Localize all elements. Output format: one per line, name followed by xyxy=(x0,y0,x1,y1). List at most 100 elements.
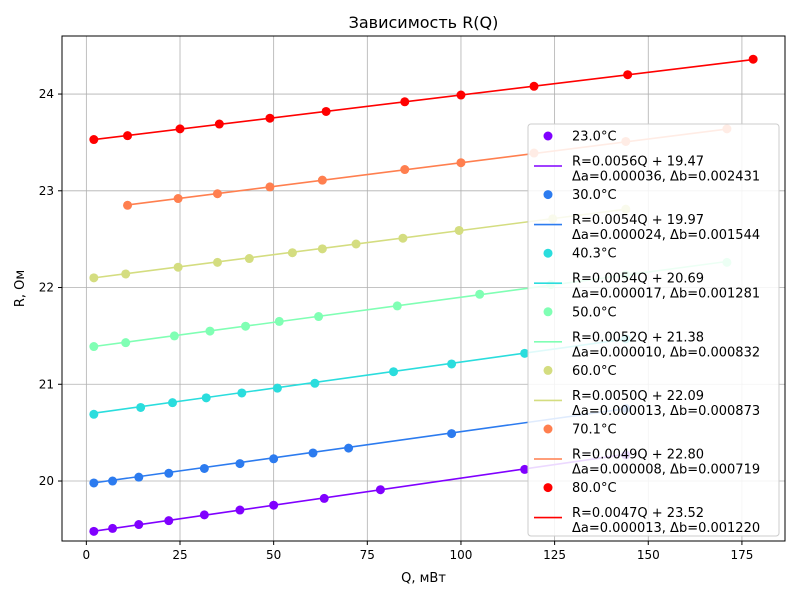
data-point xyxy=(454,225,464,235)
x-tick-label: 125 xyxy=(543,548,566,562)
data-point xyxy=(310,378,320,388)
x-axis-label: Q, мВт xyxy=(401,571,446,586)
data-point xyxy=(265,182,275,192)
plot-frame xyxy=(61,35,786,542)
data-point xyxy=(265,113,275,123)
legend-fit-errors: Δa=0.000017, Δb=0.001281 xyxy=(572,287,760,302)
legend-marker xyxy=(543,365,553,375)
data-point xyxy=(199,510,209,520)
data-point xyxy=(89,342,99,352)
x-tick-label: 100 xyxy=(450,548,473,562)
data-point xyxy=(136,402,146,412)
x-tick-label: 175 xyxy=(730,548,753,562)
data-point xyxy=(269,454,279,464)
data-point xyxy=(123,200,133,210)
legend-series-name: 23.0°C xyxy=(572,130,617,145)
y-tick-label: 23 xyxy=(39,184,54,198)
data-point xyxy=(134,520,144,530)
legend-fit-equation: R=0.0047Q + 23.52 xyxy=(572,506,704,521)
data-point xyxy=(89,409,99,419)
data-point xyxy=(164,468,174,478)
y-axis-ticks: 20 21 22 23 24 xyxy=(39,87,62,488)
data-point xyxy=(164,516,174,526)
data-point xyxy=(274,316,284,326)
data-point xyxy=(456,90,466,100)
data-point xyxy=(317,244,327,254)
data-point xyxy=(287,248,297,258)
data-point xyxy=(212,189,222,199)
legend-marker xyxy=(543,131,553,141)
data-point xyxy=(121,338,131,348)
legend-fit-errors: Δa=0.000013, Δb=0.001220 xyxy=(572,521,760,536)
data-point xyxy=(351,239,361,249)
data-point xyxy=(520,464,530,474)
data-point xyxy=(400,165,410,175)
data-point xyxy=(400,97,410,107)
legend-fit-equation: R=0.0052Q + 21.38 xyxy=(572,330,704,345)
legend-fit-errors: Δa=0.000008, Δb=0.000719 xyxy=(572,463,760,478)
data-point xyxy=(308,448,318,458)
x-tick-label: 0 xyxy=(83,548,91,562)
data-point xyxy=(108,476,118,486)
data-point xyxy=(168,398,178,408)
data-point xyxy=(201,393,211,403)
y-tick-label: 20 xyxy=(39,474,54,488)
y-tick-label: 21 xyxy=(39,377,54,391)
y-axis-label: R, Ом xyxy=(13,270,28,307)
data-point xyxy=(108,523,118,533)
data-point xyxy=(89,526,99,536)
data-point xyxy=(169,331,179,341)
data-point xyxy=(134,472,144,482)
y-tick-label: 24 xyxy=(39,87,54,101)
legend-fit-errors: Δa=0.000036, Δb=0.002431 xyxy=(572,170,760,185)
y-tick-label: 22 xyxy=(39,281,54,295)
data-point xyxy=(389,367,399,377)
data-point xyxy=(173,262,183,272)
data-point xyxy=(447,429,457,439)
data-point xyxy=(321,106,331,116)
chart-title: Зависимость R(Q) xyxy=(349,13,499,32)
x-tick-label: 25 xyxy=(172,548,187,562)
data-point xyxy=(244,254,254,264)
x-axis-ticks: 0 25 50 75 100 125 150 175 xyxy=(83,541,753,562)
data-point xyxy=(392,301,402,311)
data-point xyxy=(89,273,99,283)
legend-series-name: 80.0°C xyxy=(572,481,617,496)
legend-series-name: 60.0°C xyxy=(572,364,617,379)
data-point xyxy=(214,119,224,129)
series-6 xyxy=(89,54,758,145)
legend-series-name: 50.0°C xyxy=(572,305,617,320)
legend-fit-equation: R=0.0049Q + 22.80 xyxy=(572,448,704,463)
legend-fit-equation: R=0.0050Q + 22.09 xyxy=(572,389,704,404)
x-tick-label: 150 xyxy=(637,548,660,562)
legend-marker xyxy=(543,307,553,317)
legend-fit-equation: R=0.0054Q + 20.69 xyxy=(572,272,704,287)
data-point xyxy=(447,359,457,369)
legend-series-name: 70.1°C xyxy=(572,423,617,438)
data-point xyxy=(212,257,222,267)
data-point xyxy=(623,70,633,80)
data-point xyxy=(89,478,99,488)
data-point xyxy=(520,348,530,358)
legend-series-name: 40.3°C xyxy=(572,247,617,262)
legend-box xyxy=(527,123,780,537)
data-point xyxy=(475,289,485,299)
data-point xyxy=(272,383,282,393)
data-point xyxy=(314,312,324,322)
legend-marker xyxy=(543,248,553,258)
data-point xyxy=(317,175,327,185)
legend-marker xyxy=(543,483,553,493)
data-point xyxy=(241,321,251,331)
legend-fit-errors: Δa=0.000013, Δb=0.000873 xyxy=(572,404,760,419)
data-point xyxy=(269,500,279,510)
legend-fit-errors: Δa=0.000024, Δb=0.001544 xyxy=(572,228,760,243)
data-point xyxy=(237,388,247,398)
data-point xyxy=(529,81,539,91)
